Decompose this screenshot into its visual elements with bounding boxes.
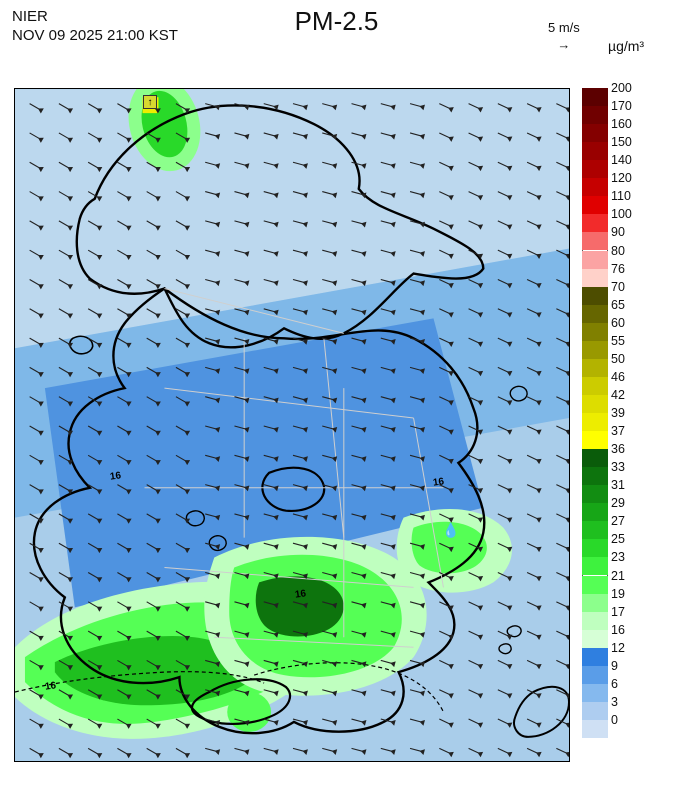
colorbar-label-19: 19	[611, 587, 625, 601]
colorbar-segment-140	[582, 160, 608, 178]
colorbar-label-36: 36	[611, 442, 625, 456]
colorbar-segment-12	[582, 648, 608, 666]
colorbar-segment-19	[582, 594, 608, 612]
colorbar-label-33: 33	[611, 460, 625, 474]
agency-label: NIER	[12, 8, 178, 27]
colorbar-label-12: 12	[611, 641, 625, 655]
colorbar-segment-16	[582, 630, 608, 648]
colorbar-segment-65	[582, 305, 608, 323]
colorbar-label-200: 200	[611, 81, 632, 95]
colorbar-segment-170	[582, 106, 608, 124]
unit-label: µg/m³	[608, 38, 644, 54]
colorbar-segment-33	[582, 467, 608, 485]
colorbar-label-80: 80	[611, 244, 625, 258]
colorbar-label-90: 90	[611, 225, 625, 239]
colorbar-label-16: 16	[611, 623, 625, 637]
colorbar-label-160: 160	[611, 117, 632, 131]
land-boundary-lines	[15, 89, 569, 761]
colorbar-label-60: 60	[611, 316, 625, 330]
colorbar-label-140: 140	[611, 153, 632, 167]
contour-label-4: 16	[294, 588, 307, 600]
colorbar-label-100: 100	[611, 207, 632, 221]
colorbar-segment-110	[582, 196, 608, 214]
colorbar-label-76: 76	[611, 262, 625, 276]
pyongyang-marker-icon[interactable]: ↑	[143, 95, 157, 109]
wind-speed-arrow-icon: →	[548, 37, 580, 52]
colorbar-label-3: 3	[611, 695, 618, 709]
colorbar-segment-70	[582, 287, 608, 305]
colorbar-segment-29	[582, 503, 608, 521]
colorbar[interactable]	[582, 88, 608, 738]
colorbar-segment-80	[582, 251, 608, 269]
colorbar-segment-100	[582, 214, 608, 232]
colorbar-segment-150	[582, 142, 608, 160]
wind-speed-label: 5 m/s	[548, 20, 580, 35]
header-info: NIER NOV 09 2025 21:00 KST	[12, 8, 178, 46]
pm25-map[interactable]: ↑ 💧 16 16 16 16	[14, 88, 570, 762]
colorbar-segment-76	[582, 269, 608, 287]
colorbar-segment-17	[582, 612, 608, 630]
colorbar-segment-6	[582, 684, 608, 702]
colorbar-segment-36	[582, 449, 608, 467]
colorbar-segment-37	[582, 431, 608, 449]
colorbar-label-6: 6	[611, 677, 618, 691]
colorbar-label-23: 23	[611, 550, 625, 564]
colorbar-label-50: 50	[611, 352, 625, 366]
colorbar-segment-46	[582, 377, 608, 395]
colorbar-segment-60	[582, 323, 608, 341]
colorbar-label-21: 21	[611, 569, 625, 583]
colorbar-segment-200	[582, 88, 608, 106]
datetime-label: NOV 09 2025 21:00 KST	[12, 27, 178, 46]
colorbar-label-65: 65	[611, 298, 625, 312]
colorbar-label-46: 46	[611, 370, 625, 384]
colorbar-label-9: 9	[611, 659, 618, 673]
colorbar-segment-39	[582, 413, 608, 431]
colorbar-segment-90	[582, 232, 608, 250]
colorbar-label-37: 37	[611, 424, 625, 438]
colorbar-segment-31	[582, 485, 608, 503]
colorbar-label-29: 29	[611, 496, 625, 510]
colorbar-label-0: 0	[611, 713, 618, 727]
colorbar-segment-0	[582, 720, 608, 738]
colorbar-label-70: 70	[611, 280, 625, 294]
colorbar-label-25: 25	[611, 532, 625, 546]
colorbar-segment-23	[582, 557, 608, 575]
colorbar-label-110: 110	[611, 189, 631, 203]
colorbar-segment-120	[582, 178, 608, 196]
colorbar-label-42: 42	[611, 388, 625, 402]
colorbar-label-31: 31	[611, 478, 625, 492]
colorbar-segment-3	[582, 702, 608, 720]
colorbar-label-120: 120	[611, 171, 632, 185]
colorbar-label-55: 55	[611, 334, 625, 348]
ulleungdo-marker-icon[interactable]: 💧	[442, 523, 454, 537]
contour-label-3: 16	[432, 476, 445, 488]
colorbar-segment-25	[582, 539, 608, 557]
contour-label-1: 16	[109, 470, 122, 482]
colorbar-segment-21	[582, 576, 608, 594]
colorbar-label-150: 150	[611, 135, 632, 149]
wind-speed-legend: 5 m/s →	[548, 20, 580, 52]
colorbar-label-17: 17	[611, 605, 625, 619]
colorbar-label-170: 170	[611, 99, 632, 113]
colorbar-segment-9	[582, 666, 608, 684]
colorbar-segment-55	[582, 341, 608, 359]
colorbar-label-27: 27	[611, 514, 625, 528]
contour-label-2: 16	[44, 680, 57, 692]
colorbar-label-39: 39	[611, 406, 625, 420]
colorbar-labels: 200 170 160 150 140 120 110 100 90 80 76 70 65 60 55 50…	[611, 88, 671, 738]
colorbar-segment-160	[582, 124, 608, 142]
colorbar-segment-42	[582, 395, 608, 413]
colorbar-segment-27	[582, 521, 608, 539]
colorbar-segment-50	[582, 359, 608, 377]
